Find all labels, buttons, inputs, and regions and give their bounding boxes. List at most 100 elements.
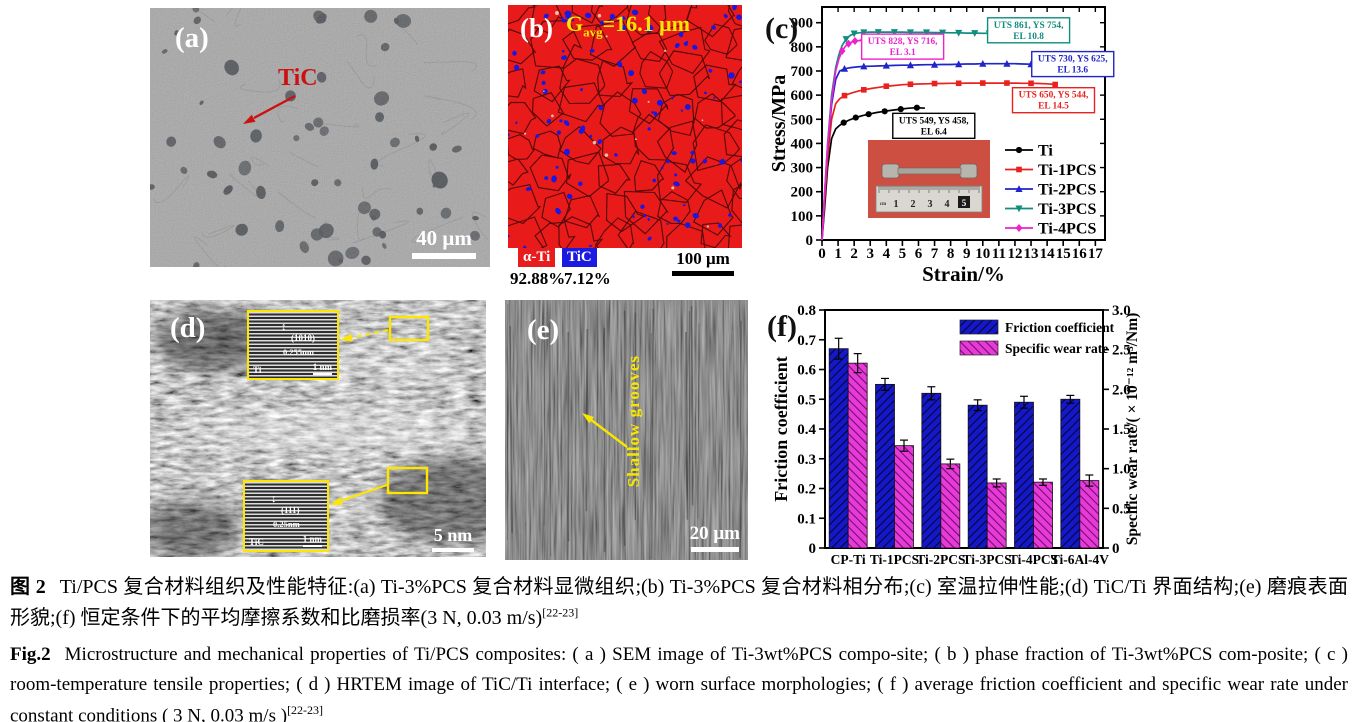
svg-text:EL 6.4: EL 6.4: [921, 127, 947, 137]
svg-text:Specific wear rate: Specific wear rate: [1005, 341, 1108, 356]
tic-annotation-text: TiC: [278, 65, 318, 91]
svg-text:0: 0: [806, 233, 814, 249]
tensile-legend: Ti Ti-1PCS Ti-2PCS Ti-3PCS Ti-4PCS: [1005, 143, 1096, 238]
uts-annotation: UTS 861, YS 754,EL 10.8: [986, 17, 1071, 44]
svg-text:700: 700: [791, 64, 814, 80]
ti-phase-label: Ti: [253, 365, 262, 375]
wear-chart-legend: Friction coefficient Specific wear rate: [959, 319, 1115, 356]
svg-text:1: 1: [834, 246, 842, 262]
svg-text:10: 10: [975, 246, 990, 262]
tic-plane-label: (111): [281, 505, 300, 515]
svg-text:Ti-4PCS: Ti-4PCS: [1009, 552, 1058, 567]
wear-bar-Ti-6Al-4V: [1079, 480, 1100, 549]
wear-bar-Ti-1PCS: [894, 445, 914, 549]
svg-text:Ti-3PCS: Ti-3PCS: [1038, 201, 1096, 218]
svg-text:2: 2: [911, 199, 916, 210]
panel-b-phase-legend: α-Ti TiC 92.88% 7.12%: [508, 248, 758, 288]
svg-text:Ti-1PCS: Ti-1PCS: [1038, 162, 1096, 179]
panel-b-phase-map: (b) Gavg=16.1 μm: [508, 5, 742, 248]
svg-text:5: 5: [962, 198, 967, 208]
figure-caption: 图 2 Ti/PCS 复合材料组织及性能特征:(a) Ti-3%PCS 复合材料显…: [10, 572, 1348, 722]
friction-bar-CP-Ti: [828, 348, 849, 549]
svg-text:Ti-3PCS: Ti-3PCS: [963, 552, 1012, 567]
friction-bar-Ti-4PCS: [1014, 401, 1034, 549]
svg-text:600: 600: [791, 88, 814, 104]
spacing-arrow-icon: ↕: [281, 321, 287, 333]
caption-zh-text: Ti/PCS 复合材料组织及性能特征:(a) Ti-3%PCS 复合材料显微组织…: [10, 576, 1349, 629]
panel-d-scale-line: [432, 548, 474, 552]
svg-text:Specific wear rate/( × 10⁻¹² m: Specific wear rate/( × 10⁻¹² m³/Nm): [1124, 313, 1141, 546]
svg-text:UTS 861, YS 754,: UTS 861, YS 754,: [994, 21, 1064, 31]
series-Ti-3PCS: [821, 31, 996, 241]
svg-text:Ti-6Al-4V: Ti-6Al-4V: [1051, 552, 1110, 567]
svg-text:100: 100: [791, 209, 814, 225]
svg-text:15: 15: [1056, 246, 1071, 262]
ti-spacing-label: 0.255nm: [283, 347, 314, 357]
svg-text:UTS 730, YS 625,: UTS 730, YS 625,: [1038, 55, 1108, 65]
grain-symbol: G: [566, 11, 584, 36]
grain-value: =16.1 μm: [602, 11, 690, 36]
uts-annotation: UTS 650, YS 544,EL 14.5: [1011, 86, 1096, 114]
svg-text:14: 14: [1040, 246, 1056, 262]
svg-text:4: 4: [945, 199, 950, 210]
panel-e-scale-text: 20 μm: [689, 523, 740, 544]
svg-text:8: 8: [947, 246, 955, 262]
svg-text:11: 11: [992, 246, 1006, 262]
svg-text:13: 13: [1024, 246, 1039, 262]
svg-text:Ti-2PCS: Ti-2PCS: [916, 552, 965, 567]
svg-text:0.5: 0.5: [797, 392, 816, 408]
svg-text:0: 0: [818, 246, 826, 262]
panel-e-scale-bar: 20 μm: [690, 524, 740, 552]
svg-text:Ti: Ti: [1038, 143, 1053, 160]
uts-annotation: UTS 730, YS 625,EL 13.6: [1031, 50, 1115, 78]
series-Ti-2PCS: [821, 62, 1041, 241]
tic-spacing-label: 0.25nm: [273, 519, 300, 529]
panel-e-label: (e): [527, 314, 560, 346]
hrtem-annotations: [330, 315, 430, 505]
svg-text:2: 2: [850, 246, 858, 262]
panel-e-worn-surface: (e) Shallow grooves 20 μm: [505, 300, 748, 560]
sem-texture: [150, 8, 490, 267]
svg-text:9: 9: [963, 246, 971, 262]
caption-en-reference: [22-23]: [287, 702, 324, 717]
specimen-photo-inset: cm 1 2 3 4 5: [868, 140, 990, 218]
svg-text:EL 13.6: EL 13.6: [1057, 66, 1088, 76]
svg-text:900: 900: [791, 16, 814, 32]
wear-bar-Ti-3PCS: [986, 482, 1007, 549]
svg-text:0: 0: [1112, 541, 1120, 557]
svg-text:800: 800: [791, 40, 814, 56]
tic-fraction: 7.12%: [564, 269, 611, 288]
spacing-arrow-icon: ↕: [271, 493, 277, 505]
panel-a-sem-micrograph: (a) TiC 40 μm: [150, 8, 490, 267]
friction-bar-Ti-2PCS: [921, 392, 942, 549]
caption-zh-number: 图 2: [10, 576, 46, 598]
svg-text:UTS 828, YS 716,: UTS 828, YS 716,: [868, 37, 938, 47]
svg-text:3.0: 3.0: [1112, 303, 1131, 319]
panel-b-scale-line: [672, 271, 734, 276]
panel-d-scale-bar: 5 nm: [432, 526, 474, 552]
panel-a-scale-text: 40 μm: [416, 226, 472, 250]
wear-bar-Ti-4PCS: [1033, 481, 1053, 549]
wear-bar-CP-Ti: [847, 362, 868, 549]
svg-text:Stress/MPa: Stress/MPa: [768, 75, 790, 172]
svg-text:CP-Ti: CP-Ti: [831, 552, 866, 567]
grain-size-annotation: Gavg=16.1 μm: [566, 11, 690, 39]
uts-annotation: UTS 828, YS 716,EL 3.1: [860, 33, 945, 60]
svg-text:1.5: 1.5: [1112, 422, 1131, 438]
panel-c-tensile-chart: (c) 0 1 2 3 4 5 6 7 8 9 10 11 12 13 14 15 16 17 0 100 200 300…: [765, 0, 1133, 290]
svg-text:1: 1: [894, 199, 899, 210]
svg-text:7: 7: [931, 246, 939, 262]
friction-bar-Ti-1PCS: [875, 383, 895, 549]
phase-map-texture: [508, 5, 742, 248]
panel-f-wear-chart: (f) 0 0.1 0.2 0.3 0.4 0.5 0.6 0.7 0.8 0 0.5 1.0 1.5 2…: [765, 300, 1157, 572]
alpha-ti-legend-box: α-Ti: [518, 248, 556, 267]
hrtem-inset-ti: ↕ (1010) 0.255nm Ti 1 nm: [247, 310, 339, 380]
ti-plane-label: (1010): [291, 333, 315, 343]
svg-text:EL 10.8: EL 10.8: [1013, 32, 1044, 42]
caption-chinese: 图 2 Ti/PCS 复合材料组织及性能特征:(a) Ti-3%PCS 复合材料显…: [10, 572, 1348, 634]
svg-text:0: 0: [809, 541, 817, 557]
svg-text:0.8: 0.8: [797, 303, 816, 319]
svg-text:0.5: 0.5: [1112, 501, 1131, 517]
svg-text:12: 12: [1007, 246, 1022, 262]
